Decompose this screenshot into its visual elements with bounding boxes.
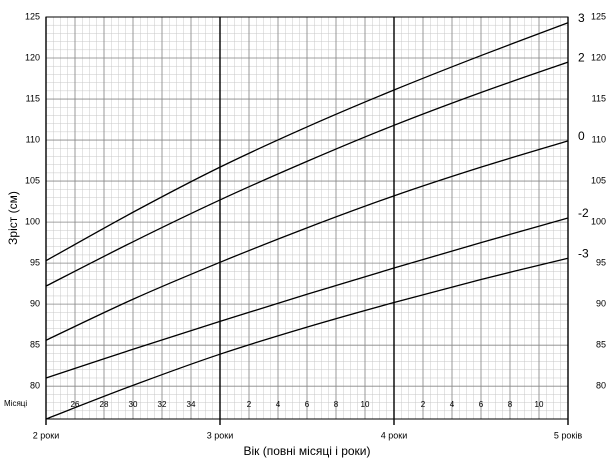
y-tick-label-right: 80 bbox=[596, 381, 606, 391]
x-tick-label: 10 bbox=[361, 400, 370, 409]
sd-curve bbox=[45, 217, 569, 379]
months-label: Місяці bbox=[4, 399, 27, 408]
x-tick-label: 4 bbox=[276, 400, 281, 409]
x-tick-label: 3 роки bbox=[207, 430, 233, 440]
x-tick-label: 4 bbox=[450, 400, 455, 409]
x-axis-label: Вік (повні місяці і роки) bbox=[243, 444, 370, 458]
y-tick-label: 115 bbox=[26, 93, 40, 103]
x-tick-label: 28 bbox=[100, 400, 109, 409]
y-tick-label-right: 125 bbox=[591, 11, 606, 21]
sd-curve bbox=[45, 257, 569, 420]
x-tick-label: 6 bbox=[479, 400, 484, 409]
y-tick-label-right: 90 bbox=[596, 299, 606, 309]
x-tick-label: 30 bbox=[129, 400, 138, 409]
y-tick-label-right: 85 bbox=[596, 340, 606, 350]
y-tick-label-right: 120 bbox=[591, 52, 606, 62]
x-tick-label: 4 роки bbox=[381, 430, 407, 440]
y-tick-label: 100 bbox=[25, 216, 40, 226]
y-tick-label: 125 bbox=[25, 11, 40, 21]
x-tick-label: 8 bbox=[334, 400, 339, 409]
y-tick-label-right: 115 bbox=[592, 93, 606, 103]
curve-label: 0 bbox=[578, 129, 585, 143]
y-tick-label-right: 110 bbox=[592, 134, 606, 144]
y-tick-label: 95 bbox=[30, 257, 40, 267]
x-tick-label: 5 років bbox=[554, 430, 582, 440]
x-tick-label: 34 bbox=[187, 400, 196, 409]
curve-label: 3 bbox=[578, 11, 585, 25]
y-tick-label: 85 bbox=[30, 340, 40, 350]
y-tick-label: 90 bbox=[30, 299, 40, 309]
x-tick-label: 2 роки bbox=[33, 430, 59, 440]
y-tick-label-right: 105 bbox=[591, 175, 606, 185]
x-tick-label: 2 bbox=[421, 400, 426, 409]
y-axis-label: Зріст (см) bbox=[6, 191, 20, 245]
curve-label: -3 bbox=[578, 246, 589, 260]
curve-label: 2 bbox=[578, 50, 585, 64]
y-tick-label: 110 bbox=[26, 134, 40, 144]
curve-label: -2 bbox=[578, 206, 589, 220]
x-tick-label: 26 bbox=[71, 400, 80, 409]
y-tick-label-right: 95 bbox=[596, 257, 606, 267]
x-tick-label: 10 bbox=[535, 400, 544, 409]
y-tick-label: 80 bbox=[30, 381, 40, 391]
y-tick-label-right: 100 bbox=[591, 216, 606, 226]
x-tick-label: 2 bbox=[247, 400, 252, 409]
x-tick-label: 8 bbox=[508, 400, 513, 409]
x-tick-label: 6 bbox=[305, 400, 310, 409]
sd-curve bbox=[45, 61, 569, 287]
sd-curve bbox=[45, 22, 569, 262]
sd-curve bbox=[45, 140, 569, 341]
y-tick-label: 120 bbox=[25, 52, 40, 62]
x-tick-label: 32 bbox=[158, 400, 167, 409]
y-tick-label: 105 bbox=[25, 175, 40, 185]
